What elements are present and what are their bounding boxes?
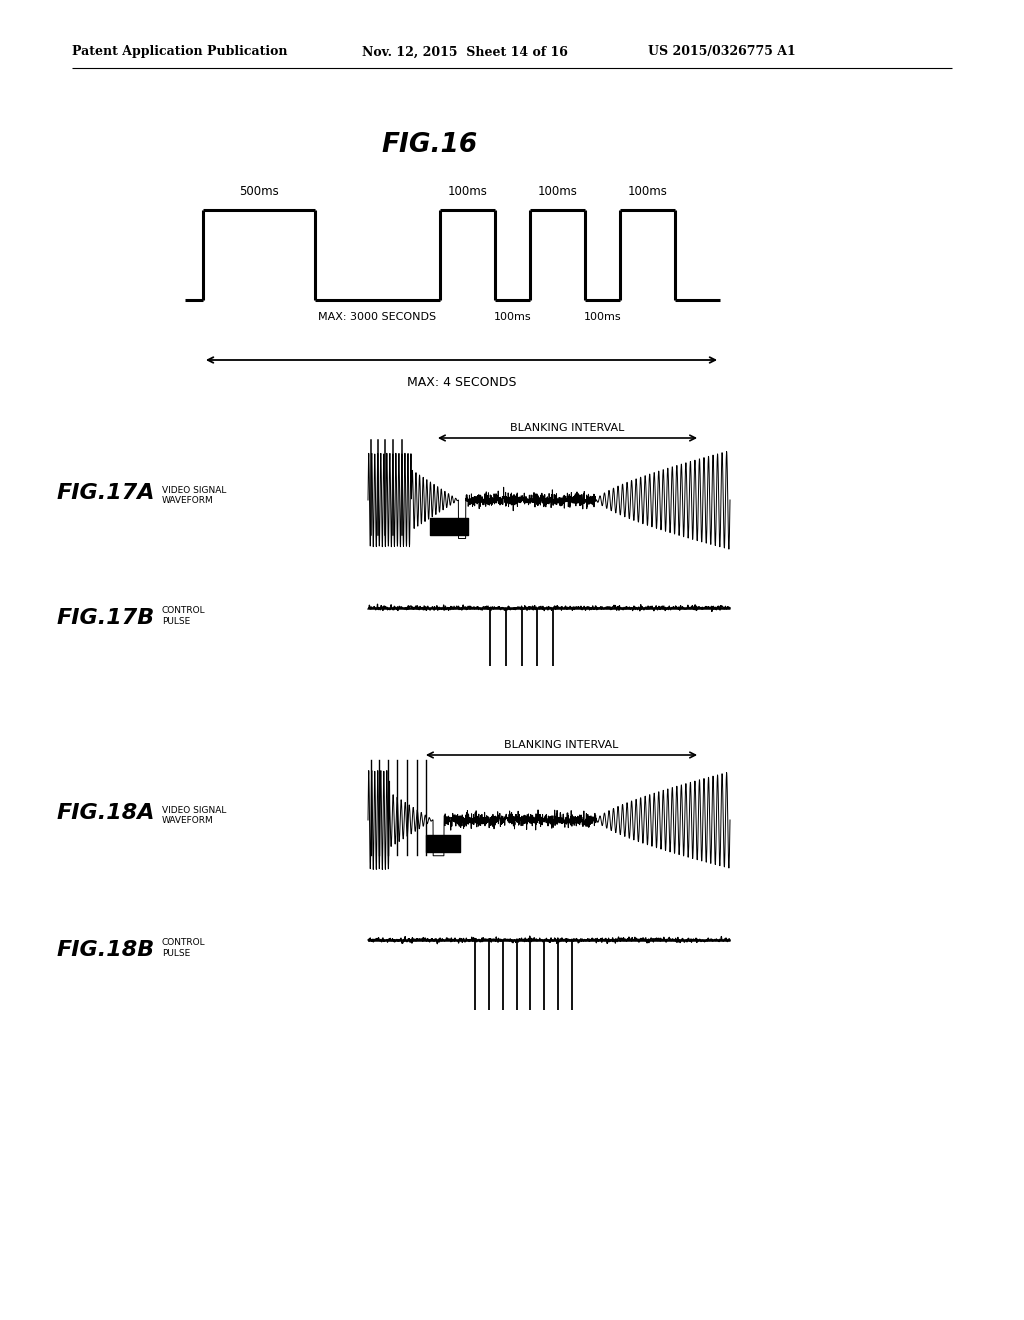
- Text: FIG.17B: FIG.17B: [56, 609, 155, 628]
- Text: 100ms: 100ms: [494, 312, 531, 322]
- Text: Patent Application Publication: Patent Application Publication: [72, 45, 288, 58]
- Text: FIG.16: FIG.16: [382, 132, 478, 158]
- Text: CONTROL: CONTROL: [162, 939, 206, 946]
- Text: 500ms: 500ms: [240, 185, 279, 198]
- Text: WAVEFORM: WAVEFORM: [162, 816, 214, 825]
- Text: US 2015/0326775 A1: US 2015/0326775 A1: [648, 45, 796, 58]
- Text: CONTROL: CONTROL: [162, 606, 206, 615]
- Text: VIDEO SIGNAL: VIDEO SIGNAL: [162, 486, 226, 495]
- Text: 100ms: 100ms: [584, 312, 622, 322]
- Text: MAX: 3000 SECONDS: MAX: 3000 SECONDS: [318, 312, 436, 322]
- Text: FIG.17A: FIG.17A: [56, 483, 155, 503]
- Text: VIDEO SIGNAL: VIDEO SIGNAL: [162, 807, 226, 814]
- Text: Nov. 12, 2015  Sheet 14 of 16: Nov. 12, 2015 Sheet 14 of 16: [362, 45, 568, 58]
- Text: WAVEFORM: WAVEFORM: [162, 496, 214, 506]
- Text: BLANKING INTERVAL: BLANKING INTERVAL: [504, 741, 618, 750]
- Text: FIG.18B: FIG.18B: [56, 940, 155, 960]
- Text: 100ms: 100ms: [628, 185, 668, 198]
- Text: 100ms: 100ms: [538, 185, 578, 198]
- Text: 100ms: 100ms: [447, 185, 487, 198]
- Text: FIG.18A: FIG.18A: [56, 803, 155, 822]
- Text: BLANKING INTERVAL: BLANKING INTERVAL: [510, 422, 625, 433]
- Text: MAX: 4 SECONDS: MAX: 4 SECONDS: [407, 376, 516, 389]
- Text: PULSE: PULSE: [162, 616, 190, 626]
- Text: PULSE: PULSE: [162, 949, 190, 958]
